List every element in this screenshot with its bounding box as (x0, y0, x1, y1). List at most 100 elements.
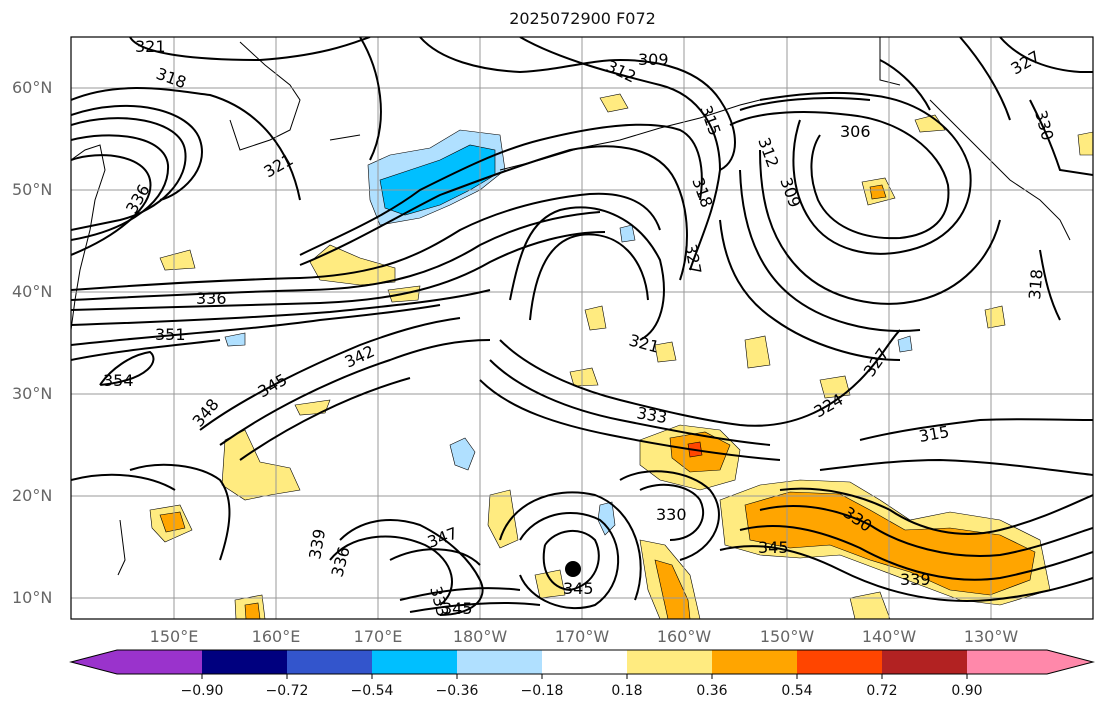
lon-label-180w: 180°W (452, 627, 508, 646)
contour-label: 336 (328, 545, 354, 579)
colorbar-seg-6 (542, 650, 627, 674)
contour-label: 309 (638, 50, 669, 69)
contour-label: 339 (900, 570, 931, 589)
contour-label: 345 (758, 538, 789, 557)
isentropic-contours (71, 37, 1093, 616)
lon-label-140w: 140°W (861, 627, 917, 646)
lat-label-60n: 60°N (12, 78, 53, 97)
yellow-patch-d (584, 305, 607, 331)
lon-label-150w: 150°W (759, 627, 815, 646)
orange-southeast-band (744, 491, 1036, 596)
colorbar-seg-8 (712, 650, 797, 674)
yellow-patch-f (294, 399, 331, 416)
colorbar-seg-5 (457, 650, 542, 674)
contour-label: 327 (1008, 47, 1044, 79)
blue-patch-1 (449, 437, 476, 471)
colorbar-label: 0.18 (611, 683, 643, 699)
lat-label-50n: 50°N (12, 180, 53, 199)
lat-label-20n: 20°N (12, 486, 53, 505)
colorbar-label: 0.72 (866, 683, 898, 699)
contour-label: 336 (122, 181, 154, 217)
contour-label: 315 (696, 103, 724, 138)
negative-shading (224, 129, 913, 536)
colorbar-min-extension (71, 650, 117, 674)
contour-label: 351 (155, 325, 186, 344)
yellow-patch-l (744, 335, 771, 369)
contour-label: 321 (261, 150, 297, 182)
lon-label-170w: 170°W (554, 627, 610, 646)
contour-label: 345 (255, 370, 291, 402)
orange-patch-j (244, 602, 261, 619)
colorbar-label: −0.36 (435, 683, 479, 699)
colorbar-max-extension (1047, 650, 1093, 674)
contour-label: 330 (1031, 108, 1057, 142)
map-frame (70, 36, 1094, 620)
yellow-band-1 (309, 244, 396, 286)
blue-patch-5 (897, 335, 913, 353)
lon-label-170e: 170°E (353, 627, 403, 646)
contour-label: 321 (135, 37, 166, 56)
positive-shading (149, 93, 1093, 619)
yellow-patch-m (819, 375, 851, 399)
yellow-patch-p (654, 341, 677, 363)
contour-label: 345 (442, 599, 473, 618)
contour-label: 306 (840, 122, 871, 141)
tropical-cyclone-marker (565, 561, 581, 577)
lon-label-150e: 150°E (149, 627, 199, 646)
map-title: 2025072900 F072 (509, 9, 656, 28)
colorbar-label: −0.18 (520, 683, 564, 699)
colorbar (69, 649, 1095, 679)
orange-patch-g (159, 511, 186, 533)
lon-label-160w: 160°W (656, 627, 712, 646)
yellow-band-2 (159, 249, 196, 271)
colorbar-seg-1 (117, 650, 202, 674)
contour-label: 330 (656, 505, 687, 524)
lat-label-30n: 30°N (12, 384, 53, 403)
blue-patch-4 (224, 332, 246, 347)
colorbar-label: −0.72 (265, 683, 309, 699)
contour-label: 345 (563, 579, 594, 598)
blue-patch-3 (619, 224, 636, 243)
colorbar-seg-11 (967, 650, 1047, 674)
yellow-patch-i (534, 569, 566, 599)
colorbar-seg-10 (882, 650, 967, 674)
yellow-west-south (221, 429, 301, 501)
contour-label: 348 (189, 395, 223, 431)
contour-label: 321 (627, 331, 661, 357)
colorbar-label: −0.54 (350, 683, 394, 699)
lat-label-10n: 10°N (12, 588, 53, 607)
colorbar-label: 0.54 (781, 683, 813, 699)
lat-label-40n: 40°N (12, 282, 53, 301)
contour-label: 336 (196, 289, 227, 308)
colorbar-label: −0.90 (180, 683, 224, 699)
orange-patch-b (869, 184, 887, 200)
yellow-patch-o (1077, 131, 1093, 156)
contour-label: 318 (1025, 268, 1047, 300)
colorbar-outline (69, 649, 1095, 675)
contour-label: 354 (103, 371, 134, 390)
contour-label: 318 (688, 175, 716, 210)
colorbar-seg-4 (372, 650, 457, 674)
contour-label: 312 (754, 135, 782, 170)
colorbar-seg-3 (287, 650, 372, 674)
lon-label-160e: 160°E (251, 627, 301, 646)
blue-patch-2 (597, 501, 616, 536)
yellow-patch-e (569, 367, 599, 387)
colorbar-label: 0.36 (696, 683, 728, 699)
yellow-patch-k (849, 591, 891, 619)
lon-label-130w: 130°W (963, 627, 1019, 646)
colorbar-ticks (201, 674, 968, 679)
contour-label: 309 (776, 175, 804, 210)
contour-label: 315 (917, 422, 950, 446)
contour-label: 327 (681, 242, 705, 275)
yellow-patch-a (599, 93, 629, 113)
orange-south-central (654, 559, 691, 619)
colorbar-seg-2 (202, 650, 287, 674)
yellow-patch-n (984, 305, 1006, 329)
colorbar-seg-9 (797, 650, 882, 674)
contour-label: 339 (305, 527, 329, 560)
yellow-patch-h (487, 489, 519, 549)
colorbar-seg-7 (627, 650, 712, 674)
colorbar-label: 0.90 (951, 683, 983, 699)
